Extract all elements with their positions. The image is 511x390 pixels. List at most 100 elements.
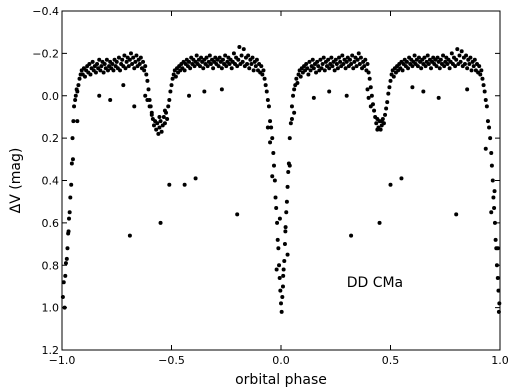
data-point	[333, 57, 338, 62]
data-point	[385, 100, 390, 105]
data-point	[478, 72, 483, 77]
data-point	[404, 59, 409, 64]
data-point	[121, 83, 126, 88]
data-point	[341, 61, 346, 66]
x-tick-label: 0.0	[272, 354, 290, 367]
data-point	[281, 273, 286, 278]
data-point	[319, 66, 324, 71]
data-point	[236, 57, 241, 62]
data-point	[235, 212, 240, 217]
data-point	[315, 59, 320, 64]
data-point	[249, 61, 254, 66]
data-point	[133, 59, 138, 64]
data-point	[201, 66, 206, 71]
data-point	[484, 104, 489, 109]
data-point	[354, 64, 359, 69]
data-point	[124, 59, 129, 64]
data-point	[162, 108, 167, 113]
data-point	[187, 59, 192, 64]
data-point	[495, 275, 500, 280]
data-point	[482, 89, 487, 94]
data-point	[68, 195, 73, 200]
data-point	[489, 210, 494, 215]
data-point	[116, 55, 121, 60]
data-point	[493, 237, 498, 242]
data-point	[419, 66, 424, 71]
data-point	[437, 66, 442, 71]
data-point	[123, 66, 128, 71]
data-point	[279, 309, 284, 314]
data-point	[120, 57, 125, 62]
data-point	[231, 51, 236, 56]
data-point	[366, 70, 371, 75]
data-point	[384, 106, 389, 111]
data-point	[137, 61, 142, 66]
data-point	[316, 64, 321, 69]
data-point	[467, 61, 472, 66]
y-axis-label: ΔV (mag)	[8, 148, 24, 214]
data-point	[157, 114, 162, 119]
data-point	[489, 150, 494, 155]
data-point	[410, 64, 415, 69]
data-point	[197, 64, 202, 69]
data-point	[358, 55, 363, 60]
data-point	[219, 87, 224, 92]
y-tick-label: 0.8	[42, 259, 60, 272]
data-point	[93, 70, 98, 75]
data-point	[284, 199, 289, 204]
data-point	[254, 57, 259, 62]
data-point	[111, 68, 116, 73]
data-point	[147, 104, 152, 109]
data-point	[144, 72, 149, 77]
data-point	[261, 68, 266, 73]
data-point	[277, 263, 282, 268]
data-point	[388, 182, 393, 187]
data-point	[294, 76, 299, 81]
data-point	[158, 220, 163, 225]
data-point	[477, 64, 482, 69]
data-point	[365, 61, 370, 66]
data-point	[332, 68, 337, 73]
data-point	[387, 85, 392, 90]
data-point	[462, 61, 467, 66]
data-point	[130, 61, 135, 66]
data-point	[270, 136, 275, 141]
data-point	[285, 252, 290, 257]
data-point	[455, 47, 460, 52]
data-point	[335, 66, 340, 71]
data-point	[306, 72, 311, 77]
data-point	[369, 93, 374, 98]
data-point	[374, 121, 379, 126]
data-point	[372, 108, 377, 113]
data-point	[492, 189, 497, 194]
data-point	[471, 64, 476, 69]
data-point	[151, 123, 156, 128]
data-point	[485, 119, 490, 124]
data-point	[277, 275, 282, 280]
data-point	[445, 61, 450, 66]
data-point	[344, 59, 349, 64]
data-point	[426, 61, 431, 66]
data-point	[292, 110, 297, 115]
data-point	[65, 246, 70, 251]
data-point	[469, 68, 474, 73]
data-point	[278, 288, 283, 293]
data-point	[208, 61, 213, 66]
data-point	[314, 70, 319, 75]
data-point	[266, 104, 271, 109]
data-point	[459, 49, 464, 54]
data-point	[219, 66, 224, 71]
data-point	[165, 117, 170, 122]
data-point	[496, 288, 501, 293]
data-point	[97, 57, 102, 62]
data-point	[287, 163, 292, 168]
data-point	[329, 55, 334, 60]
x-tick-label: −0.5	[158, 354, 185, 367]
data-point	[340, 53, 345, 58]
data-point	[349, 61, 354, 66]
data-point	[265, 125, 270, 130]
data-point	[168, 89, 173, 94]
data-point	[283, 229, 288, 234]
x-tick-label: 1.0	[491, 354, 509, 367]
